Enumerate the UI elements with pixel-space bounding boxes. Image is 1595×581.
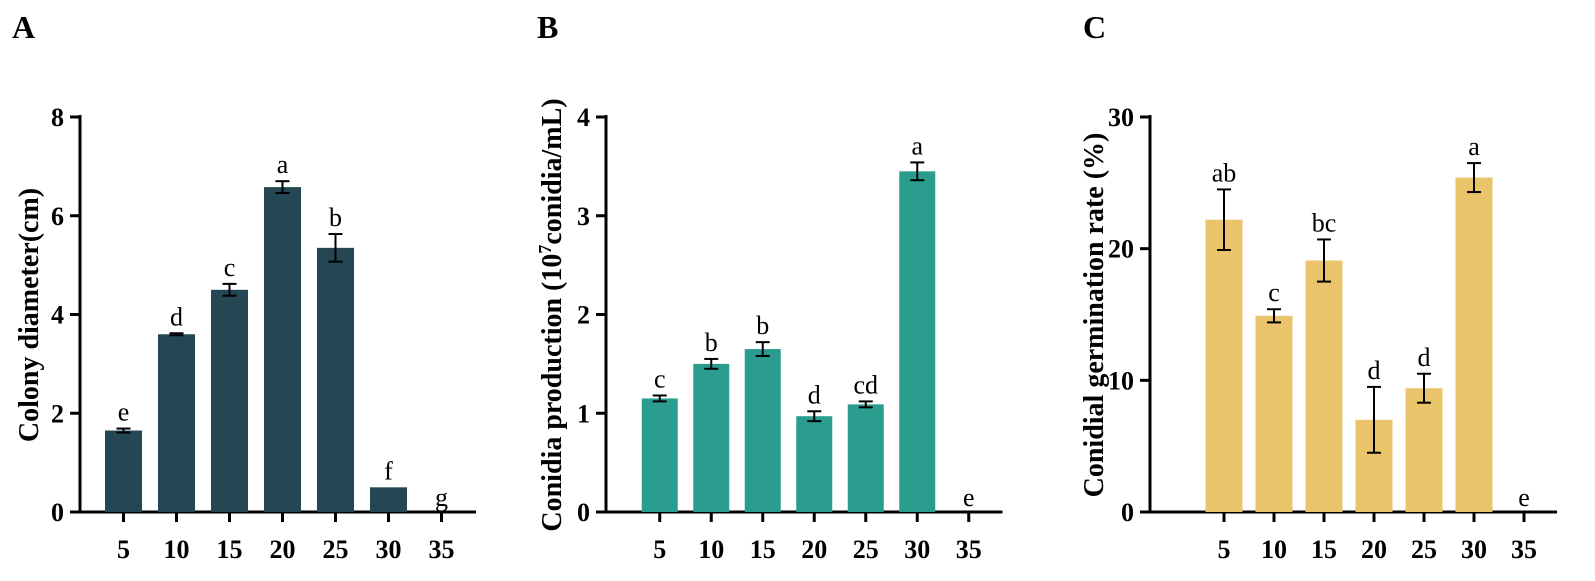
- bar-a-25: [317, 247, 354, 512]
- sig-letter-b-15: b: [756, 311, 769, 340]
- y-tick-label-a: 4: [51, 301, 64, 330]
- bar-c-25: [1405, 388, 1443, 512]
- sig-letter-b-10: b: [705, 328, 718, 357]
- y-axis-title-b-part1: Conidia production (10: [537, 254, 568, 532]
- bar-c-10: [1255, 315, 1293, 512]
- x-tick-label-b-15: 15: [750, 535, 776, 564]
- x-tick-label-c-15: 15: [1311, 535, 1337, 564]
- y-tick-label-a: 2: [51, 399, 64, 428]
- y-axis-title-c: Conidial germination rate (%): [1079, 133, 1110, 498]
- x-tick-label-c-5: 5: [1218, 535, 1231, 564]
- y-tick-label-b: 1: [577, 399, 590, 428]
- x-tick-label-a-30: 30: [376, 535, 402, 564]
- panel-letter-a: A: [12, 9, 35, 45]
- sig-letter-a-15: c: [224, 253, 236, 282]
- x-tick-label-b-5: 5: [653, 535, 666, 564]
- x-tick-label-a-15: 15: [217, 535, 243, 564]
- panel-a: A Colony diameter(cm) 0 2 4 6 8 e 5 d 10 c 15 a 20 b 2…: [12, 9, 476, 564]
- x-tick-label-b-25: 25: [853, 535, 879, 564]
- y-tick-label-b: 4: [577, 103, 590, 132]
- y-tick-label-a: 8: [51, 103, 64, 132]
- sig-letter-b-20: d: [808, 380, 821, 409]
- plot-area-c: 0 10 20 30 ab 5 c 10 bc 15 d 20 d 25 a 30 e 35: [1108, 103, 1557, 564]
- sig-letter-c-5: ab: [1212, 158, 1237, 187]
- sig-letter-a-5: e: [118, 398, 130, 427]
- y-tick-label-a: 0: [51, 498, 64, 527]
- sig-letter-a-35: g: [435, 483, 448, 512]
- panel-letter-c: C: [1083, 9, 1106, 45]
- bar-a-10: [158, 334, 195, 512]
- plot-area-b: 0 1 2 3 4 c 5 b 10 b 15 d 20 cd 25 a 30 e 35: [577, 103, 1003, 564]
- bar-a-20: [264, 187, 301, 513]
- y-axis-title-b-part2: conidia/mL): [537, 98, 568, 244]
- sig-letter-c-35: e: [1518, 483, 1530, 512]
- sig-letter-c-10: c: [1268, 278, 1280, 307]
- y-tick-label-c: 30: [1108, 103, 1134, 132]
- x-tick-label-a-20: 20: [270, 535, 296, 564]
- sig-letter-c-30: a: [1468, 132, 1480, 161]
- x-tick-label-b-10: 10: [698, 535, 724, 564]
- panel-b: B Conidia production (107conidia/mL) 0 1 2…: [535, 9, 1003, 564]
- panel-c: C Conidial germination rate (%) 0 10 20 30 a…: [1079, 9, 1557, 564]
- y-tick-label-c: 0: [1121, 498, 1134, 527]
- sig-letter-a-20: a: [277, 150, 289, 179]
- sig-letter-a-10: d: [170, 302, 183, 331]
- sig-letter-b-35: e: [963, 483, 975, 512]
- bar-b-25: [847, 404, 884, 512]
- y-tick-label-a: 6: [51, 202, 64, 231]
- bar-a-30: [370, 487, 407, 512]
- y-tick-label-b: 2: [577, 301, 590, 330]
- sig-letter-a-30: f: [384, 456, 393, 485]
- y-tick-label-b: 3: [577, 202, 590, 231]
- sig-letter-b-25: cd: [853, 370, 878, 399]
- bar-b-20: [796, 416, 833, 512]
- x-tick-label-a-35: 35: [429, 535, 455, 564]
- bar-b-5: [641, 398, 678, 512]
- bar-c-15: [1305, 260, 1343, 512]
- bar-b-15: [744, 349, 781, 512]
- x-tick-label-c-25: 25: [1411, 535, 1437, 564]
- sig-letter-b-5: c: [654, 364, 666, 393]
- y-axis-title-a: Colony diameter(cm): [14, 188, 45, 442]
- y-axis-title-b: Conidia production (107conidia/mL): [535, 98, 568, 531]
- bar-c-30: [1455, 177, 1493, 513]
- bar-b-30: [899, 171, 936, 512]
- x-tick-label-c-10: 10: [1261, 535, 1287, 564]
- x-tick-label-c-35: 35: [1511, 535, 1537, 564]
- x-tick-label-a-25: 25: [323, 535, 349, 564]
- x-tick-label-c-20: 20: [1361, 535, 1387, 564]
- sig-letter-b-30: a: [911, 131, 923, 160]
- x-tick-label-a-5: 5: [117, 535, 130, 564]
- x-tick-label-a-10: 10: [164, 535, 190, 564]
- y-axis-title-b-exponent: 7: [535, 245, 555, 254]
- y-tick-label-c: 10: [1108, 366, 1134, 395]
- x-tick-label-b-30: 30: [904, 535, 930, 564]
- panel-letter-b: B: [537, 9, 558, 45]
- bar-b-10: [693, 363, 730, 512]
- y-tick-label-b: 0: [577, 498, 590, 527]
- sig-letter-c-20: d: [1368, 356, 1381, 385]
- x-tick-label-c-30: 30: [1461, 535, 1487, 564]
- bar-c-5: [1205, 219, 1243, 512]
- sig-letter-c-25: d: [1418, 343, 1431, 372]
- sig-letter-c-15: bc: [1312, 208, 1337, 237]
- x-tick-label-b-20: 20: [801, 535, 827, 564]
- sig-letter-a-25: b: [329, 203, 342, 232]
- x-tick-label-b-35: 35: [956, 535, 982, 564]
- y-tick-label-c: 20: [1108, 235, 1134, 264]
- plot-area-a: 0 2 4 6 8 e 5 d 10 c 15 a 20 b 25 f 30 g 35: [51, 103, 476, 564]
- bar-a-5: [105, 430, 142, 512]
- bar-a-15: [211, 289, 248, 512]
